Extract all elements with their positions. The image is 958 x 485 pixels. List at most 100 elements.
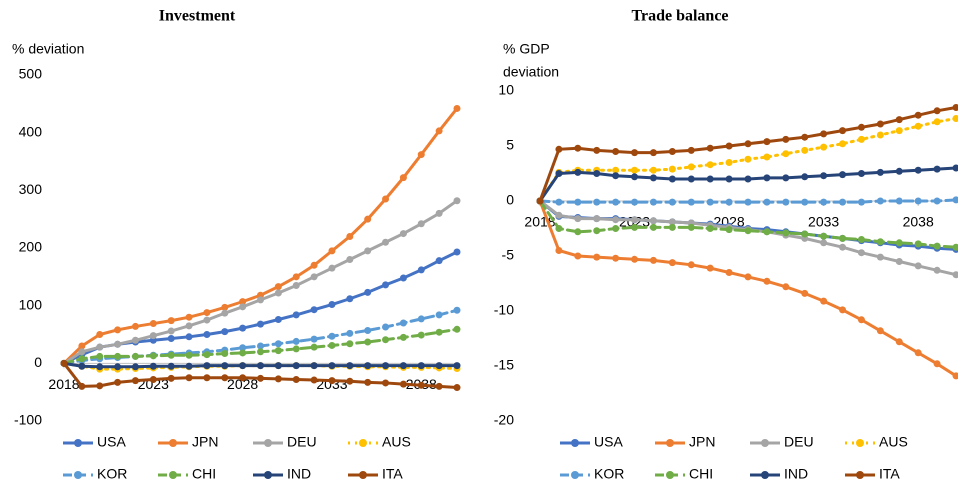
data-point — [839, 140, 847, 148]
legend-label: CHI — [192, 466, 216, 482]
data-point — [631, 255, 639, 263]
data-point — [933, 360, 941, 368]
y-tick-label: 10 — [498, 82, 514, 98]
data-point — [857, 249, 865, 257]
data-point — [857, 123, 865, 131]
data-point — [612, 254, 620, 262]
data-point — [131, 322, 139, 330]
y-tick-label: 0 — [34, 354, 42, 370]
data-point — [399, 380, 407, 388]
data-point — [310, 343, 318, 351]
data-point — [895, 116, 903, 124]
data-point — [744, 140, 752, 148]
data-point — [876, 238, 884, 246]
data-point — [149, 352, 157, 360]
data-point — [574, 215, 582, 223]
legend-label: CHI — [689, 466, 713, 482]
data-point — [60, 359, 68, 367]
data-point — [274, 289, 282, 297]
data-point — [820, 232, 828, 240]
data-point — [725, 198, 733, 206]
data-point — [555, 145, 563, 153]
data-point — [399, 333, 407, 341]
data-point — [555, 170, 563, 177]
data-point — [725, 142, 733, 150]
data-point — [328, 301, 336, 309]
legend-marker — [169, 471, 177, 479]
legend-label: AUS — [382, 434, 411, 450]
data-point — [763, 174, 771, 182]
data-point — [612, 166, 620, 174]
data-point — [933, 118, 941, 126]
y-tick-label: 400 — [19, 123, 43, 139]
data-point — [399, 230, 407, 238]
data-point — [706, 198, 714, 206]
data-point — [78, 362, 86, 370]
y-axis-label: deviation — [503, 64, 559, 80]
data-point — [687, 198, 695, 206]
y-tick-label: -100 — [14, 412, 42, 428]
data-point — [435, 209, 443, 217]
data-point — [631, 198, 639, 206]
data-point — [328, 362, 336, 370]
data-point — [725, 226, 733, 234]
data-point — [612, 216, 620, 224]
legend-marker — [571, 439, 579, 447]
data-point — [593, 146, 601, 154]
data-point — [346, 232, 354, 240]
data-point — [274, 375, 282, 383]
data-point — [328, 264, 336, 272]
data-point — [292, 273, 300, 281]
data-point — [292, 311, 300, 319]
data-point — [435, 311, 443, 319]
legend-marker — [856, 471, 864, 479]
data-point — [203, 374, 211, 382]
y-tick-label: 300 — [19, 181, 43, 197]
legend-label: JPN — [689, 434, 715, 450]
data-point — [593, 253, 601, 261]
data-point — [185, 313, 193, 321]
y-tick-label: -10 — [494, 302, 514, 318]
data-point — [706, 225, 714, 232]
data-point — [328, 341, 336, 349]
data-point — [801, 289, 809, 297]
chart-title: Investment — [159, 8, 236, 25]
data-point — [914, 197, 922, 205]
data-point — [382, 323, 390, 331]
data-point — [933, 197, 941, 205]
data-point — [895, 197, 903, 205]
data-point — [453, 104, 461, 112]
data-point — [114, 340, 122, 348]
data-point — [687, 223, 695, 231]
data-point — [185, 362, 193, 370]
x-tick-label: 2028 — [227, 376, 258, 392]
data-point — [167, 362, 175, 370]
data-point — [952, 104, 958, 111]
data-point — [239, 374, 247, 382]
data-point — [612, 148, 620, 155]
data-point — [310, 376, 318, 384]
data-point — [382, 336, 390, 344]
legend-marker — [264, 439, 272, 447]
y-tick-label: -20 — [494, 412, 514, 428]
data-point — [167, 351, 175, 359]
data-point — [782, 283, 790, 291]
data-point — [914, 166, 922, 174]
data-point — [185, 333, 193, 341]
data-point — [763, 277, 771, 285]
data-point — [203, 316, 211, 324]
data-point — [668, 198, 676, 206]
data-point — [221, 374, 229, 382]
data-point — [536, 197, 544, 205]
data-point — [221, 303, 229, 311]
data-point — [668, 165, 676, 173]
data-point — [555, 247, 563, 254]
data-point — [114, 352, 122, 360]
data-point — [649, 217, 657, 225]
y-tick-label: -5 — [502, 247, 515, 263]
legend-label: USA — [97, 434, 126, 450]
legend-label: IND — [784, 466, 808, 482]
data-point — [257, 362, 264, 370]
data-point — [292, 281, 300, 289]
data-point — [417, 151, 425, 159]
